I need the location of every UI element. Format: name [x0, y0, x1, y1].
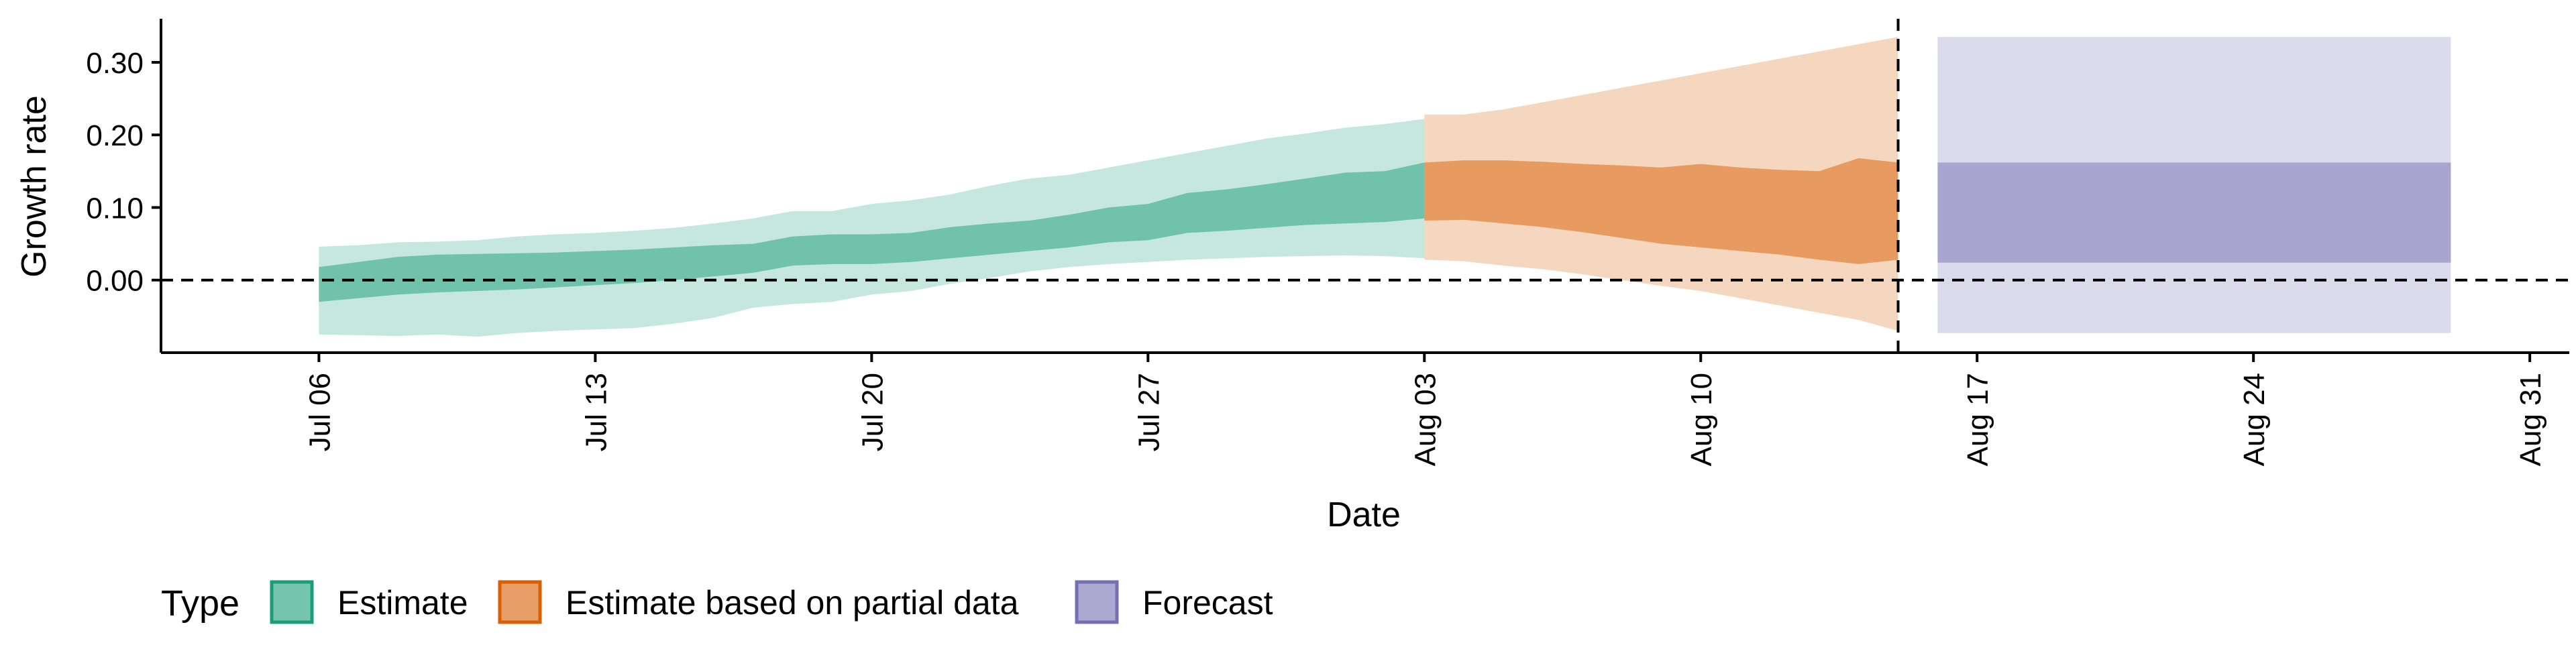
x-tick-label: Aug 10: [1685, 373, 1718, 466]
y-tick-label: 0.10: [86, 192, 144, 225]
legend-items: Estimate Estimate based on partial data Fo…: [270, 580, 1273, 624]
x-tick-label: Jul 06: [303, 373, 336, 451]
forecast-band-50: [1937, 162, 2451, 263]
axes: 0.00 0.10 0.20 0.30 Jul 06 Jul 13 Jul 20 Jul 27…: [86, 19, 2569, 466]
bands-layer: [319, 37, 2451, 337]
y-tick-label: 0.30: [86, 47, 144, 80]
legend-swatch-forecast: [1075, 580, 1119, 624]
legend-title: Type: [161, 583, 239, 624]
x-tick-label: Jul 27: [1132, 373, 1165, 451]
x-tick-label: Aug 31: [2514, 373, 2547, 466]
estimate-based-on-partial-data-band-50: [1424, 158, 1898, 264]
x-axis-label: Date: [1327, 495, 1401, 534]
legend-label-estimate: Estimate: [337, 584, 468, 622]
x-tick-label: Jul 13: [580, 373, 612, 451]
y-tick-label: 0.00: [86, 265, 144, 298]
legend-label-forecast: Forecast: [1142, 584, 1273, 622]
legend: Type Estimate Estimate based on partial d…: [161, 580, 1273, 624]
y-tick-label: 0.20: [86, 119, 144, 152]
legend-swatch-estimate-based-on-partial-data: [498, 580, 542, 624]
x-tick-label: Aug 03: [1409, 373, 1442, 466]
y-axis-label: Growth rate: [15, 95, 54, 278]
reference-lines: [161, 19, 2569, 353]
x-tick-label: Aug 17: [1962, 373, 1994, 466]
x-tick-label: Aug 24: [2238, 373, 2271, 466]
legend-label-estimate-based-on-partial-data: Estimate based on partial data: [566, 584, 1019, 622]
estimate-band-50: [319, 162, 1425, 302]
legend-swatch-estimate: [270, 580, 314, 624]
x-tick-label: Jul 20: [856, 373, 889, 451]
